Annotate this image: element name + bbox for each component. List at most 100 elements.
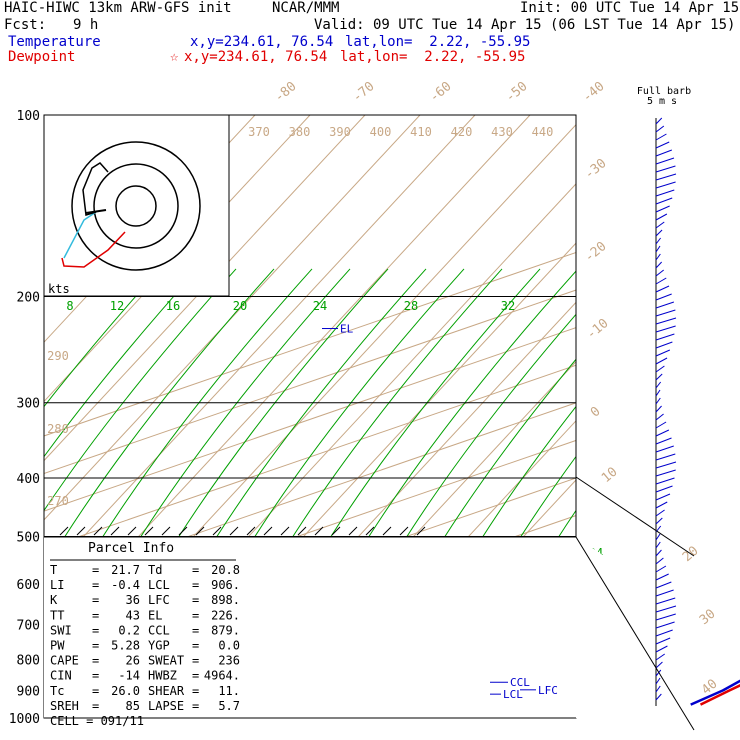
dry-adiabat-line — [44, 115, 476, 580]
wind-barb — [655, 477, 675, 485]
wind-barb — [655, 205, 670, 213]
wind-barb — [655, 237, 661, 245]
mixing-ratio-label: 24 — [313, 299, 327, 313]
mixing-ratio-label: 8 — [66, 299, 73, 313]
hatch-mark — [76, 526, 86, 536]
parcel-info-title: Parcel Info — [88, 541, 174, 556]
parcel-equals: = — [92, 669, 99, 683]
isotherm-line — [44, 327, 576, 512]
mixing-ratio-label: 20 — [233, 299, 247, 313]
parcel-row: LI = -0.4 LCL = 906. — [50, 578, 240, 592]
temperature-xy: x,y=234.61, 76.54 — [190, 34, 334, 50]
theta-label: 290 — [47, 349, 69, 363]
wind-barb — [655, 157, 675, 165]
hodograph-trace-low — [61, 231, 126, 268]
wind-barb — [655, 493, 671, 501]
parcel-info-panel — [44, 537, 640, 718]
hatch-mark — [229, 526, 239, 536]
parcel-value: 898. — [211, 593, 240, 607]
wind-barb — [655, 573, 669, 581]
wind-barb — [655, 557, 664, 565]
pressure-tick-label: 400 — [17, 472, 40, 487]
parcel-value: 879. — [211, 623, 240, 637]
parcel-key: SWEAT — [148, 654, 184, 668]
mixing-ratio-label: 28 — [404, 299, 418, 313]
hatch-mark — [416, 526, 426, 536]
wind-barb — [655, 229, 663, 237]
wind-barb — [655, 661, 663, 669]
fcst-value: 9 h — [73, 17, 99, 33]
wind-barb — [655, 373, 663, 381]
wind-barb — [655, 277, 667, 285]
profile-annotation-label: LCL — [503, 688, 523, 701]
isotherm-line — [44, 364, 576, 550]
isotherm-line — [44, 402, 576, 587]
wind-barb — [655, 437, 672, 445]
wind-barb — [655, 405, 662, 413]
wind-barb — [655, 621, 675, 629]
hatch-mark — [314, 526, 324, 536]
isotherm-tick-label: 30 — [697, 607, 719, 629]
wind-barb — [655, 317, 677, 325]
parcel-value: 26 — [126, 654, 140, 668]
isotherm-tick-label: 0 — [588, 404, 604, 421]
init-time: Init: 00 UTC Tue 14 Apr 15 — [520, 0, 740, 16]
parcel-value: 236 — [218, 654, 240, 668]
parcel-value: -14 — [118, 669, 140, 683]
parcel-key: LFC — [148, 593, 170, 607]
wind-barb — [655, 597, 676, 605]
parcel-key: LAPSE — [148, 699, 184, 713]
dewpoint-latlon: lat,lon= 2.22, -55.95 — [340, 49, 526, 65]
wind-barb — [655, 341, 673, 349]
profile-annotation-label: CCL — [510, 676, 530, 689]
wind-barb — [655, 301, 675, 309]
parcel-value: 43 — [126, 608, 140, 622]
dry-adiabat-line — [44, 115, 421, 521]
wind-barb — [655, 469, 676, 477]
parcel-key: LI — [50, 578, 64, 592]
hatch-mark — [93, 526, 103, 536]
wind-barb — [655, 517, 663, 525]
parcel-key: SWI — [50, 623, 72, 637]
parcel-key: CCL — [148, 623, 170, 637]
pressure-tick-label: 900 — [17, 684, 40, 699]
wind-barb — [655, 285, 670, 293]
parcel-equals: = — [192, 578, 199, 592]
parcel-row: CIN = -14 HWBZ = 4964. — [50, 669, 240, 683]
dewpoint-star-icon: ☆ — [170, 49, 179, 65]
wind-barb — [655, 141, 670, 149]
parcel-equals: = — [192, 654, 199, 668]
wind-barb — [655, 125, 665, 133]
wind-barb — [655, 381, 662, 389]
hatch-mark — [280, 526, 290, 536]
hatch-mark — [348, 526, 358, 536]
dry-adiabat-line — [685, 115, 740, 718]
hatch-mark — [110, 526, 120, 536]
wind-barb — [655, 637, 671, 645]
wind-barb — [655, 533, 661, 541]
panel-diagonal-border-upper — [575, 476, 695, 557]
wind-barb — [655, 453, 676, 461]
mixing-ratio-label: 32 — [501, 299, 515, 313]
parcel-value: 0.2 — [118, 623, 140, 637]
wind-barb — [655, 429, 670, 437]
hodograph-box — [43, 114, 230, 297]
saturation-adiabat-line — [44, 268, 161, 408]
wind-barb — [655, 461, 677, 469]
parcel-value: 36 — [126, 593, 140, 607]
wind-barb — [655, 413, 664, 421]
mixing-ratio-label: 16 — [166, 299, 180, 313]
isotherm-tick-label: 10 — [599, 465, 621, 487]
parcel-row: T = 21.7 Td = 20.8 — [50, 563, 240, 577]
hatch-mark — [144, 526, 154, 536]
hatch-mark — [297, 526, 307, 536]
temperature-latlon: lat,lon= 2.22, -55.95 — [345, 34, 531, 50]
theta-label: 390 — [329, 125, 351, 139]
parcel-value: 26.0 — [111, 684, 140, 698]
wind-barb — [655, 149, 673, 157]
model-title: HAIC-HIWC 13km ARW-GFS init — [4, 0, 232, 16]
wind-barb — [655, 613, 676, 621]
wind-barb — [655, 133, 667, 141]
theta-label: 420 — [451, 125, 473, 139]
isotherm-tick-label: -40 — [580, 79, 608, 106]
